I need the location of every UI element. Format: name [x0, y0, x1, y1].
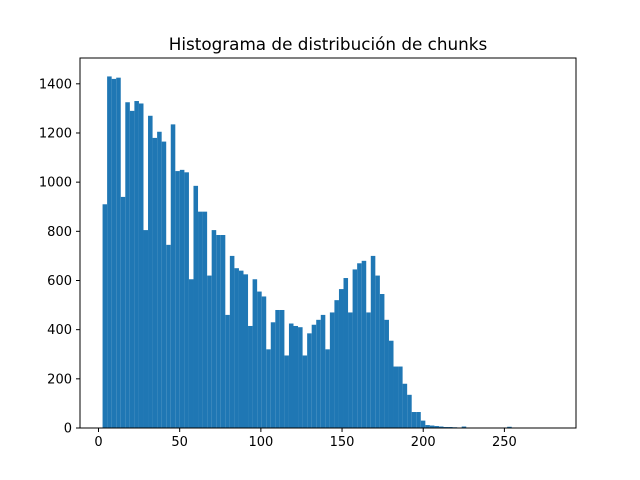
histogram-bar: [284, 355, 289, 428]
y-tick-label: 600: [47, 274, 72, 289]
chart-axes: 0 50 100 150 200 250 0 200 400 600 800 1000 1200 1400: [39, 77, 517, 450]
histogram-bar: [216, 235, 221, 428]
histogram-bar: [388, 340, 394, 428]
histogram-bar: [238, 270, 244, 428]
histogram-bar: [348, 312, 353, 428]
histogram-bar: [207, 275, 212, 428]
histogram-bar: [429, 425, 435, 428]
histogram-bar: [270, 322, 276, 428]
y-tick-label: 200: [47, 372, 72, 387]
histogram-bar: [107, 76, 112, 428]
histogram-bar: [152, 137, 158, 428]
histogram-bar: [316, 319, 321, 428]
histogram-bar: [148, 115, 153, 429]
histogram-bar: [170, 124, 176, 429]
histogram-bar: [338, 289, 344, 428]
histogram-bar: [411, 412, 417, 428]
y-tick-label: 1400: [39, 77, 72, 92]
histogram-bar: [184, 172, 189, 428]
histogram-bar: [198, 211, 203, 428]
histogram-bar: [293, 325, 299, 428]
histogram-bar: [384, 319, 389, 428]
histogram-bar: [234, 268, 239, 428]
histogram-bar: [416, 412, 421, 428]
histogram-bar: [420, 420, 426, 428]
histogram-bar: [220, 235, 226, 428]
histogram-bar: [307, 333, 312, 428]
histogram-bar: [434, 426, 439, 428]
histogram-bar: [402, 383, 408, 428]
histogram-bar: [193, 185, 199, 428]
histogram-bar: [161, 141, 167, 428]
histogram-bar: [507, 426, 512, 428]
histogram-bar: [129, 110, 135, 428]
histogram-bar: [116, 77, 121, 428]
y-tick-label: 400: [47, 323, 72, 338]
histogram-bar: [343, 278, 349, 428]
histogram-bar: [407, 394, 412, 428]
histogram-bar: [361, 260, 367, 428]
x-tick-label: 150: [330, 435, 355, 450]
histogram-bar: [229, 255, 235, 428]
histogram-bars: [102, 76, 558, 429]
histogram-bar: [102, 204, 108, 428]
histogram-bar: [320, 314, 326, 428]
histogram-bar: [288, 323, 294, 428]
histogram-bar: [120, 196, 126, 428]
y-tick-label: 1000: [39, 176, 72, 191]
histogram-bar: [252, 279, 258, 428]
histogram-bar: [248, 325, 253, 428]
x-tick-label: 250: [492, 435, 517, 450]
histogram-bar: [243, 274, 249, 428]
histogram-bar: [175, 171, 180, 428]
x-tick-label: 100: [248, 435, 273, 450]
histogram-bar: [125, 102, 130, 428]
histogram-bar: [461, 426, 467, 428]
histogram-bar: [202, 211, 208, 428]
plot-frame: [79, 57, 577, 429]
histogram-bar: [134, 101, 139, 428]
histogram-bar: [357, 263, 362, 428]
histogram-bar: [188, 279, 194, 428]
histogram-bar: [329, 312, 335, 428]
histogram-bar: [366, 312, 371, 428]
x-tick-label: 0: [94, 435, 102, 450]
histogram-bar: [379, 294, 385, 428]
histogram-bar: [352, 269, 358, 428]
histogram-bar: [143, 230, 149, 428]
x-tick-label: 50: [171, 435, 188, 450]
histogram-bar: [370, 255, 376, 428]
histogram-bar: [302, 355, 308, 428]
histogram-bar: [398, 366, 403, 428]
histogram-bar: [157, 131, 162, 428]
y-tick-label: 800: [47, 225, 72, 240]
histogram-bar: [393, 366, 399, 428]
histogram-bar: [179, 169, 185, 428]
histogram-bar: [111, 78, 117, 429]
histogram-bar: [166, 244, 171, 428]
histogram-bar: [275, 309, 280, 428]
histogram-bar: [211, 230, 217, 428]
histogram-bar: [261, 296, 267, 428]
histogram-bar: [438, 426, 444, 428]
histogram-bar: [325, 349, 330, 428]
histogram-bar: [279, 309, 285, 428]
histogram-bar: [257, 291, 262, 428]
histogram-bar: [266, 349, 271, 428]
histogram-bar: [334, 300, 339, 428]
chart-title: Histograma de distribución de chunks: [169, 34, 488, 54]
y-tick-label: 0: [64, 422, 72, 437]
x-tick-label: 200: [411, 435, 436, 450]
y-tick-label: 1200: [39, 126, 72, 141]
histogram-bar: [311, 324, 317, 428]
histogram-bar: [138, 103, 144, 429]
histogram-bar: [375, 275, 380, 428]
histogram-bar: [298, 327, 303, 428]
histogram-bar: [425, 425, 430, 428]
histogram-bar: [225, 314, 230, 428]
